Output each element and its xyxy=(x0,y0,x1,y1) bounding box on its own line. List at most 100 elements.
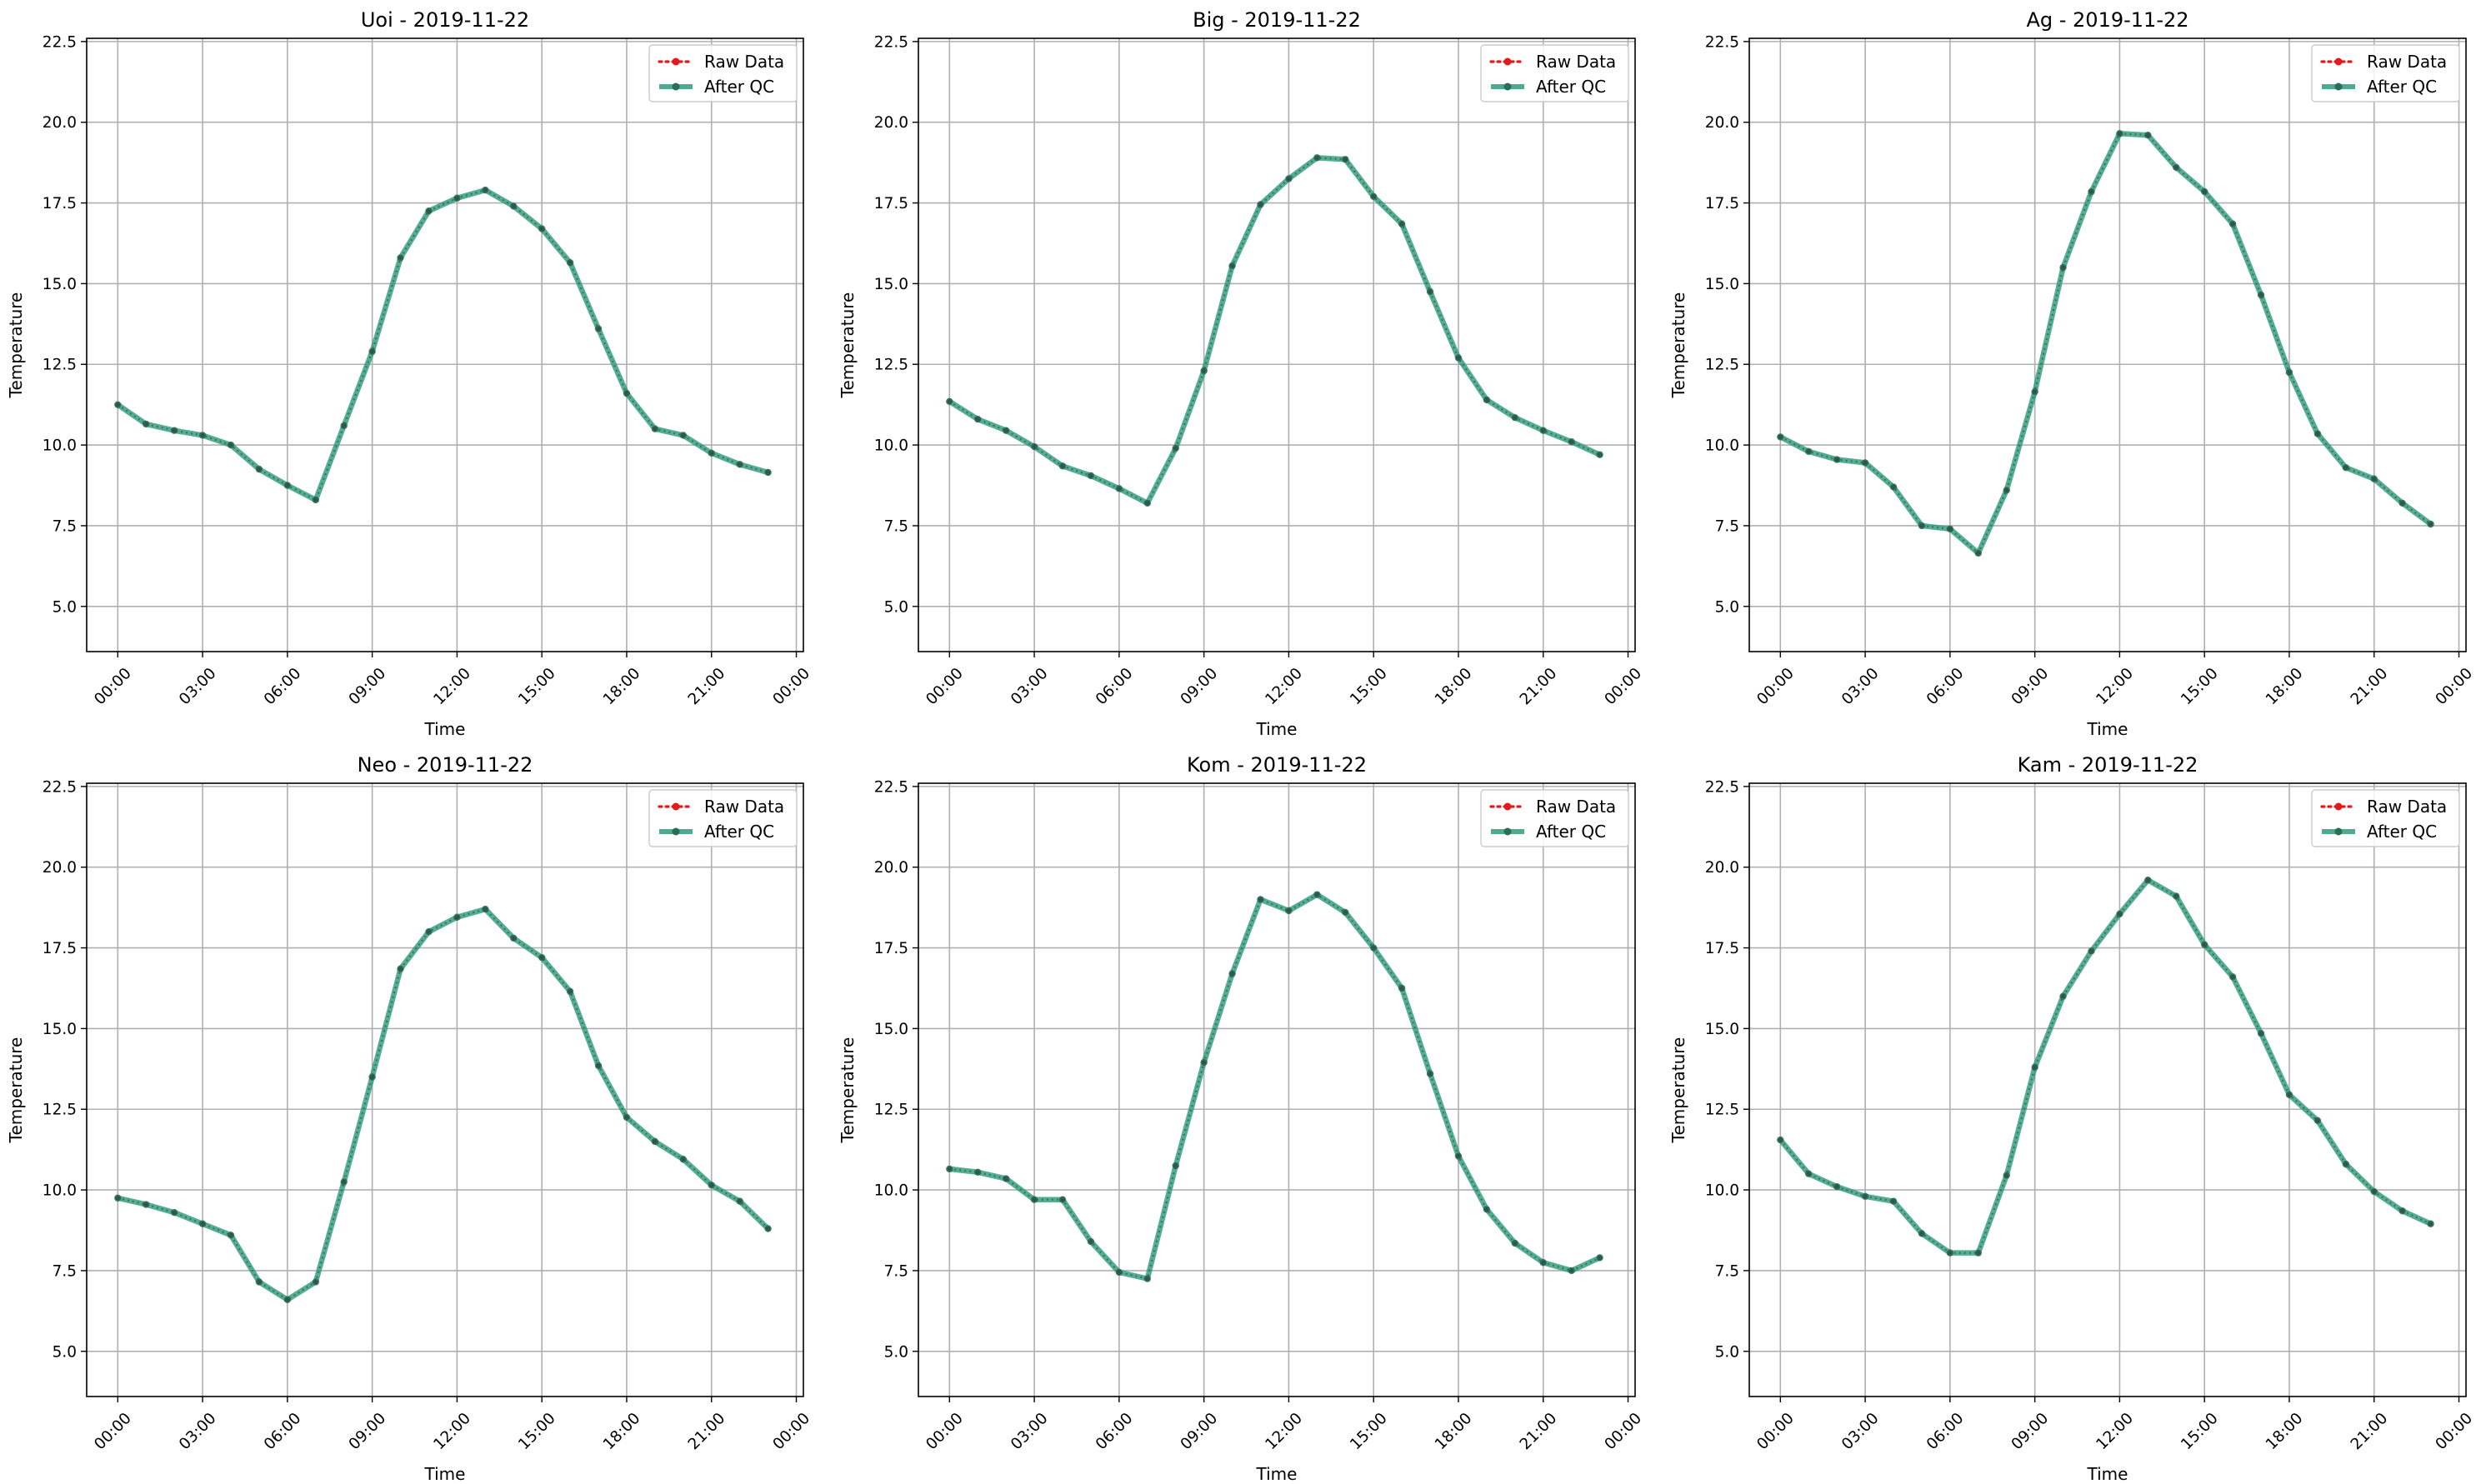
y-tick-label: 22.5 xyxy=(43,778,77,796)
x-tick-label: 00:00 xyxy=(91,1410,135,1454)
y-tick-label: 20.0 xyxy=(874,859,908,877)
x-tick-label: 03:00 xyxy=(1008,665,1052,709)
raw-data-point xyxy=(2173,165,2178,170)
x-tick-label: 15:00 xyxy=(515,1410,559,1454)
axes-frame xyxy=(86,37,804,652)
raw-data-point xyxy=(200,1222,205,1227)
raw-data-point xyxy=(1314,155,1319,160)
legend-qc-label: After QC xyxy=(1536,77,1606,97)
raw-data-point xyxy=(1834,457,1839,462)
x-tick-label: 06:00 xyxy=(1923,665,1968,709)
y-tick-label: 10.0 xyxy=(43,437,77,455)
x-tick-label: 15:00 xyxy=(1347,665,1391,709)
y-tick-label: 17.5 xyxy=(1705,940,1739,957)
raw-data-point xyxy=(2287,370,2292,375)
raw-data-point xyxy=(653,1139,658,1144)
x-tick-label: 03:00 xyxy=(1838,1410,1883,1454)
x-axis-label: Time xyxy=(2087,719,2128,739)
y-tick-label: 10.0 xyxy=(874,437,908,455)
raw-data-point xyxy=(1976,1251,1981,1256)
raw-data-point xyxy=(1891,1199,1896,1204)
raw-data-point xyxy=(285,1297,290,1302)
x-tick-label: 12:00 xyxy=(430,665,474,709)
axes-frame xyxy=(1748,37,2467,652)
raw-data-point xyxy=(483,907,488,912)
raw-data-point xyxy=(313,1279,318,1285)
x-tick-label: 21:00 xyxy=(2348,665,2392,709)
y-tick-label: 5.0 xyxy=(1715,598,1739,616)
legend: Raw Data After QC xyxy=(2311,789,2460,847)
y-tick-label: 7.5 xyxy=(884,1262,908,1280)
raw-data-point xyxy=(2230,974,2235,980)
raw-data-point xyxy=(2258,292,2263,297)
raw-data-point xyxy=(511,203,516,209)
y-axis-label: Temperature xyxy=(6,1037,26,1144)
raw-data-point xyxy=(539,226,544,232)
y-tick-label: 10.0 xyxy=(874,1182,908,1200)
raw-data-point xyxy=(1484,397,1489,402)
y-tick-label: 22.5 xyxy=(1705,778,1739,796)
raw-data-point xyxy=(257,1279,262,1285)
raw-data-point xyxy=(2145,877,2150,882)
x-tick-label: 06:00 xyxy=(261,1410,305,1454)
y-tick-label: 7.5 xyxy=(1715,517,1739,535)
raw-data-point xyxy=(1060,463,1065,468)
legend-raw-label: Raw Data xyxy=(704,797,784,817)
legend-raw-marker xyxy=(2334,57,2343,66)
raw-data-point xyxy=(1456,1153,1461,1159)
raw-data-point xyxy=(1569,1268,1574,1273)
raw-data-point xyxy=(1343,157,1348,162)
raw-data-point xyxy=(342,423,347,428)
x-tick-label: 06:00 xyxy=(1923,1410,1968,1454)
x-tick-label: 06:00 xyxy=(1093,665,1137,709)
raw-data-point xyxy=(765,1226,771,1232)
y-tick-label: 20.0 xyxy=(43,114,77,132)
y-tick-label: 12.5 xyxy=(43,357,77,374)
chart-panel-3: 5.0 7.5 10.0 12.5 15.0 17.5 20.0 22.5 00:00 03:00… xyxy=(1668,8,2476,739)
legend-qc-marker xyxy=(2334,827,2343,836)
y-tick-label: 7.5 xyxy=(53,1262,77,1280)
y-tick-label: 7.5 xyxy=(1715,1262,1739,1280)
raw-data-point xyxy=(454,196,460,201)
raw-data-point xyxy=(426,208,432,213)
raw-data-point xyxy=(454,915,460,920)
plot-area xyxy=(87,38,803,652)
raw-data-point xyxy=(2258,1031,2263,1036)
x-tick-label: 03:00 xyxy=(176,1410,220,1454)
x-tick-label: 21:00 xyxy=(685,1410,729,1454)
raw-data-point xyxy=(2033,1065,2038,1070)
raw-data-point xyxy=(2400,501,2405,506)
x-axis-label: Time xyxy=(424,1464,466,1484)
x-axis-label: Time xyxy=(2087,1464,2128,1484)
x-tick-label: 12:00 xyxy=(2093,665,2137,709)
y-tick-label: 5.0 xyxy=(884,598,908,616)
x-tick-label: 21:00 xyxy=(1517,665,1561,709)
legend-raw-label: Raw Data xyxy=(1536,52,1616,72)
legend-raw-marker xyxy=(1503,57,1512,66)
x-tick-label: 15:00 xyxy=(2178,665,2222,709)
raw-data-point xyxy=(115,1196,120,1201)
raw-data-point xyxy=(2117,912,2123,917)
chart-panel-2: 5.0 7.5 10.0 12.5 15.0 17.5 20.0 22.5 00:00 03:00… xyxy=(838,8,1645,739)
x-axis-label: Time xyxy=(424,719,466,739)
raw-data-point xyxy=(143,422,148,427)
y-tick-label: 20.0 xyxy=(1705,859,1739,877)
chart-panel-6: 5.0 7.5 10.0 12.5 15.0 17.5 20.0 22.5 00:00 03:00… xyxy=(1668,753,2476,1484)
raw-data-point xyxy=(539,955,544,960)
raw-data-point xyxy=(1484,1207,1489,1212)
raw-data-point xyxy=(2428,522,2433,527)
raw-data-point xyxy=(370,349,375,354)
raw-data-point xyxy=(228,1232,233,1237)
y-tick-label: 10.0 xyxy=(1705,437,1739,455)
raw-data-point xyxy=(1834,1184,1839,1189)
series-raw-data xyxy=(947,155,1603,506)
legend-qc-marker xyxy=(1503,82,1512,91)
raw-data-line xyxy=(949,893,1601,1280)
legend-raw-marker xyxy=(2334,802,2343,811)
plot-area xyxy=(1749,38,2466,652)
x-axis-label: Time xyxy=(1256,1464,1298,1484)
y-axis-label: Temperature xyxy=(6,292,26,399)
raw-data-point xyxy=(1258,897,1263,902)
raw-data-point xyxy=(681,432,686,438)
